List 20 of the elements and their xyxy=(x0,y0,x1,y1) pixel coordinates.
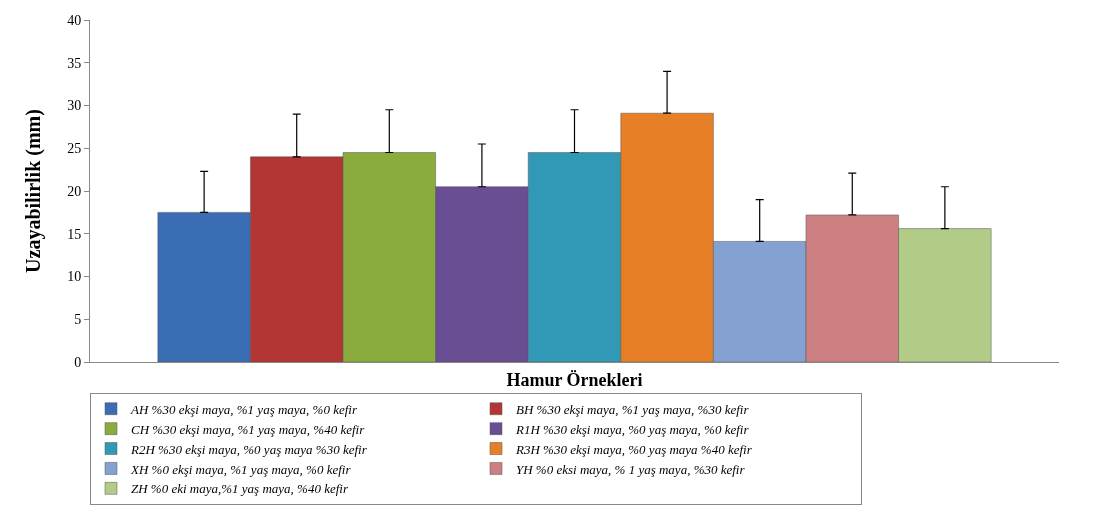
y-tick-label: 15 xyxy=(67,226,82,242)
y-tick-label: 5 xyxy=(74,312,82,328)
legend-label: R3H %30 ekşi maya, %0 yaş maya %40 kefir xyxy=(515,441,753,457)
legend-label: R2H %30 ekşi maya, %0 yaş maya %30 kefir xyxy=(130,441,368,457)
y-tick-label: 25 xyxy=(67,141,82,157)
legend-label: XH %0 ekşi maya, %1 yaş maya, %0 kefir xyxy=(130,461,352,477)
legend-label: BH %30 ekşi maya, %1 yaş maya, %30 kefir xyxy=(516,401,750,417)
x-axis-title: Hamur Örnekleri xyxy=(506,369,643,390)
y-axis-title: Uzayabilirlik (mm) xyxy=(22,109,45,273)
y-tick-label: 40 xyxy=(67,12,82,28)
legend-label: R1H %30 ekşi maya, %0 yaş maya, %0 kefir xyxy=(515,421,750,437)
legend-label: YH %0 eksi maya, % 1 yaş maya, %30 kefir xyxy=(516,461,746,477)
legend-label: CH %30 ekşi maya, %1 yaş maya, %40 kefir xyxy=(131,421,366,437)
y-tick-label: 35 xyxy=(67,55,82,71)
y-tick-label: 0 xyxy=(74,354,82,370)
y-tick-label: 20 xyxy=(67,183,82,199)
legend-label: AH %30 ekşi maya, %1 yaş maya, %0 kefir xyxy=(130,401,358,417)
y-tick-label: 10 xyxy=(67,269,82,285)
y-tick-label: 30 xyxy=(67,98,82,114)
legend-label: ZH %0 eki maya,%1 yaş maya, %40 kefir xyxy=(131,481,349,497)
